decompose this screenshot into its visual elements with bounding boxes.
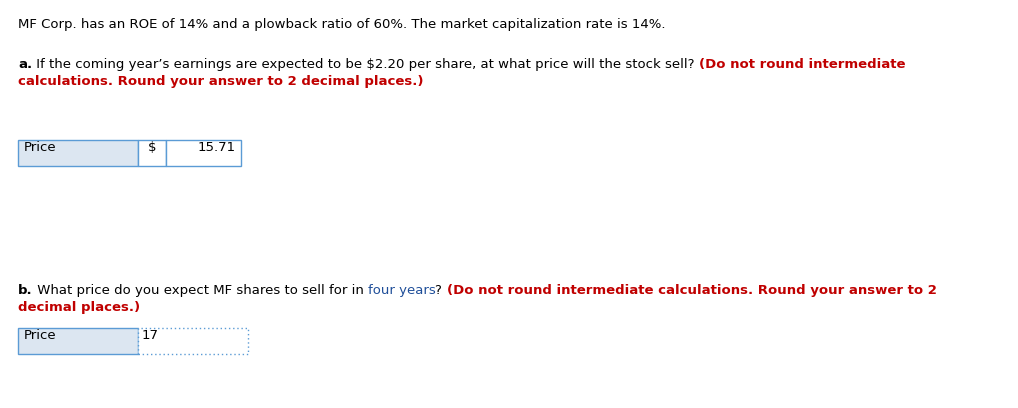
Text: a.: a. bbox=[18, 58, 33, 71]
Text: Price: Price bbox=[24, 329, 57, 342]
Text: calculations. Round your answer to 2 decimal places.): calculations. Round your answer to 2 dec… bbox=[18, 75, 423, 88]
Text: Price: Price bbox=[24, 141, 57, 154]
Text: If the coming year’s earnings are expected to be $2.20 per share, at what price : If the coming year’s earnings are expect… bbox=[33, 58, 699, 71]
Text: four years: four years bbox=[367, 284, 436, 297]
Text: ?: ? bbox=[436, 284, 447, 297]
Text: decimal places.): decimal places.) bbox=[18, 301, 140, 314]
Text: $: $ bbox=[148, 141, 156, 154]
Text: (Do not round intermediate calculations. Round your answer to 2: (Do not round intermediate calculations.… bbox=[447, 284, 937, 297]
Text: MF Corp. has an ROE of 14% and a plowback ratio of 60%. The market capitalizatio: MF Corp. has an ROE of 14% and a plowbac… bbox=[18, 18, 666, 31]
Text: 17: 17 bbox=[142, 329, 159, 342]
Text: (Do not round intermediate: (Do not round intermediate bbox=[699, 58, 905, 71]
Text: 15.71: 15.71 bbox=[197, 141, 236, 154]
Text: b.: b. bbox=[18, 284, 33, 297]
Text: What price do you expect MF shares to sell for in: What price do you expect MF shares to se… bbox=[33, 284, 367, 297]
